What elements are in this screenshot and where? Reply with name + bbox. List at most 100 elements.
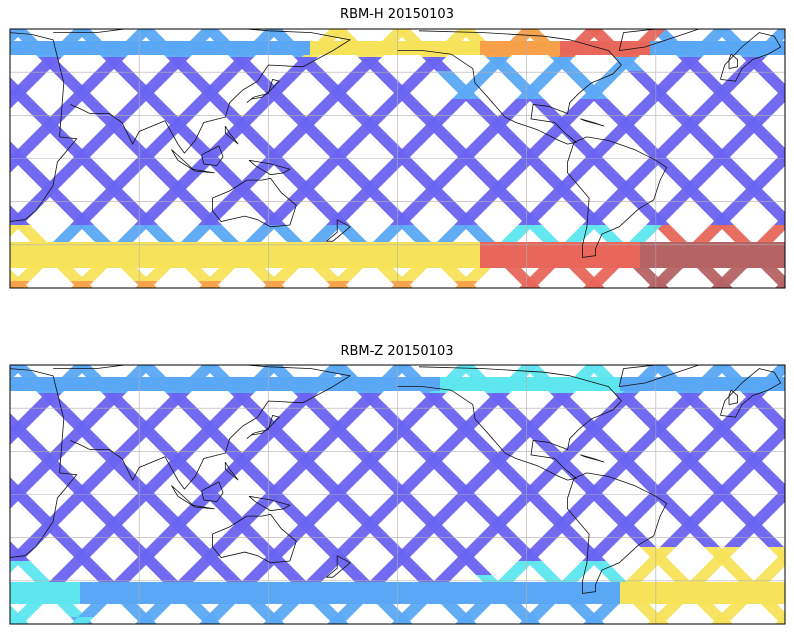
swath-segment xyxy=(110,242,121,268)
swath-segment xyxy=(276,533,306,547)
swath-segment xyxy=(144,99,174,113)
swath-segment xyxy=(600,41,611,55)
coastline xyxy=(580,118,605,127)
swath-segment xyxy=(310,377,321,391)
swath-segment xyxy=(420,41,431,55)
swath-segment xyxy=(132,85,162,99)
swath-segment xyxy=(380,242,391,268)
swath-segment xyxy=(530,71,560,85)
swath-segment xyxy=(280,242,291,268)
panel-title-bottom: RBM-Z 20150103 xyxy=(340,344,454,359)
swath-segment xyxy=(310,99,340,113)
map-frame xyxy=(9,28,786,289)
swath-segment xyxy=(240,505,270,519)
swath-segment xyxy=(496,169,526,183)
swath-segment xyxy=(214,169,244,183)
swath-segment xyxy=(530,242,541,268)
swath-segment xyxy=(590,225,620,239)
swath-segment xyxy=(700,29,730,43)
swath-segment xyxy=(660,533,690,547)
swath-segment xyxy=(130,242,141,268)
swath-segment xyxy=(480,377,491,391)
swath-segment xyxy=(630,435,660,449)
swath-segment xyxy=(280,377,291,391)
swath-segment xyxy=(624,169,654,183)
swath-segment xyxy=(500,377,511,391)
swath-segment xyxy=(334,267,364,281)
swath-segment xyxy=(406,505,436,519)
swath-segment xyxy=(550,582,561,604)
swath-segment xyxy=(148,197,178,211)
swath-segment xyxy=(568,267,598,281)
swath-segment xyxy=(180,582,191,604)
swath-segment xyxy=(340,582,351,604)
swath-segment xyxy=(502,99,532,113)
swath-segment xyxy=(290,377,301,391)
swath-segment xyxy=(354,519,384,533)
swath-segment xyxy=(624,505,654,519)
swath-segment xyxy=(688,169,718,183)
coastline xyxy=(10,368,78,558)
swath-segment xyxy=(208,99,238,113)
swath-segment xyxy=(474,127,504,141)
swath-segment xyxy=(176,505,206,519)
swath-segment xyxy=(662,505,692,519)
swath-segment xyxy=(650,242,661,268)
swath-segment xyxy=(455,617,478,624)
swath-segment xyxy=(450,242,461,268)
swath-segment xyxy=(278,505,308,519)
swath-segment xyxy=(250,582,261,604)
swath-segment xyxy=(162,519,192,533)
swath-segment xyxy=(630,582,641,604)
swath-segment xyxy=(580,242,591,268)
swath-segment xyxy=(368,169,398,183)
swath-segment xyxy=(330,582,341,604)
swath-segment xyxy=(560,582,571,604)
swath-segment xyxy=(660,377,671,391)
swath-segment xyxy=(530,407,560,421)
swath-segment xyxy=(436,71,466,85)
swath-segment xyxy=(672,57,702,71)
swath-segment xyxy=(740,41,751,55)
coastline xyxy=(212,177,297,228)
swath-segment xyxy=(10,421,34,435)
swath-segment xyxy=(48,505,78,519)
swath-segment xyxy=(780,582,785,604)
swath-segment xyxy=(380,41,391,55)
swath-segment xyxy=(754,197,784,211)
swath-segment xyxy=(770,582,781,604)
swath-segment xyxy=(150,377,161,391)
swath-segment xyxy=(70,41,81,55)
coastline xyxy=(618,29,700,51)
swath-segment xyxy=(480,582,491,604)
swath-segment xyxy=(720,99,750,113)
map-panel-bottom xyxy=(9,364,786,625)
swath-segment xyxy=(626,197,656,211)
swath-segment xyxy=(10,99,20,109)
coastline xyxy=(397,366,622,481)
swath-segment xyxy=(140,41,151,55)
swath-segment xyxy=(440,603,470,617)
swath-segment xyxy=(268,141,298,155)
swath-segment xyxy=(50,533,80,547)
swath-segment xyxy=(16,99,46,113)
swath-segment xyxy=(580,377,591,391)
swath-segment xyxy=(338,71,368,85)
swath-segment xyxy=(416,393,446,407)
swath-segment xyxy=(424,449,454,463)
swath-segment xyxy=(32,393,62,407)
swath-segment xyxy=(168,449,198,463)
swath-segment xyxy=(566,99,596,113)
swath-segment xyxy=(352,393,382,407)
swath-segment xyxy=(240,582,251,604)
swath-segment xyxy=(430,377,441,391)
swath-segment xyxy=(760,377,771,391)
swath-segment xyxy=(252,29,282,43)
swath-segment xyxy=(650,377,661,391)
swath-segment xyxy=(534,169,564,183)
swath-segment xyxy=(56,561,86,575)
swath-segment xyxy=(718,561,748,575)
swath-segment xyxy=(332,141,362,155)
swath-segment xyxy=(352,57,382,71)
swath-segment xyxy=(300,242,311,268)
